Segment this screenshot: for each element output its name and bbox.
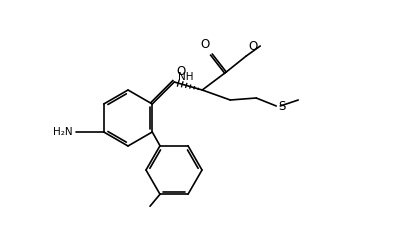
Text: NH: NH	[178, 72, 194, 82]
Text: O: O	[248, 40, 257, 53]
Text: O: O	[200, 38, 209, 51]
Text: H₂N: H₂N	[53, 127, 73, 137]
Text: O: O	[176, 65, 186, 78]
Text: S: S	[278, 99, 286, 113]
